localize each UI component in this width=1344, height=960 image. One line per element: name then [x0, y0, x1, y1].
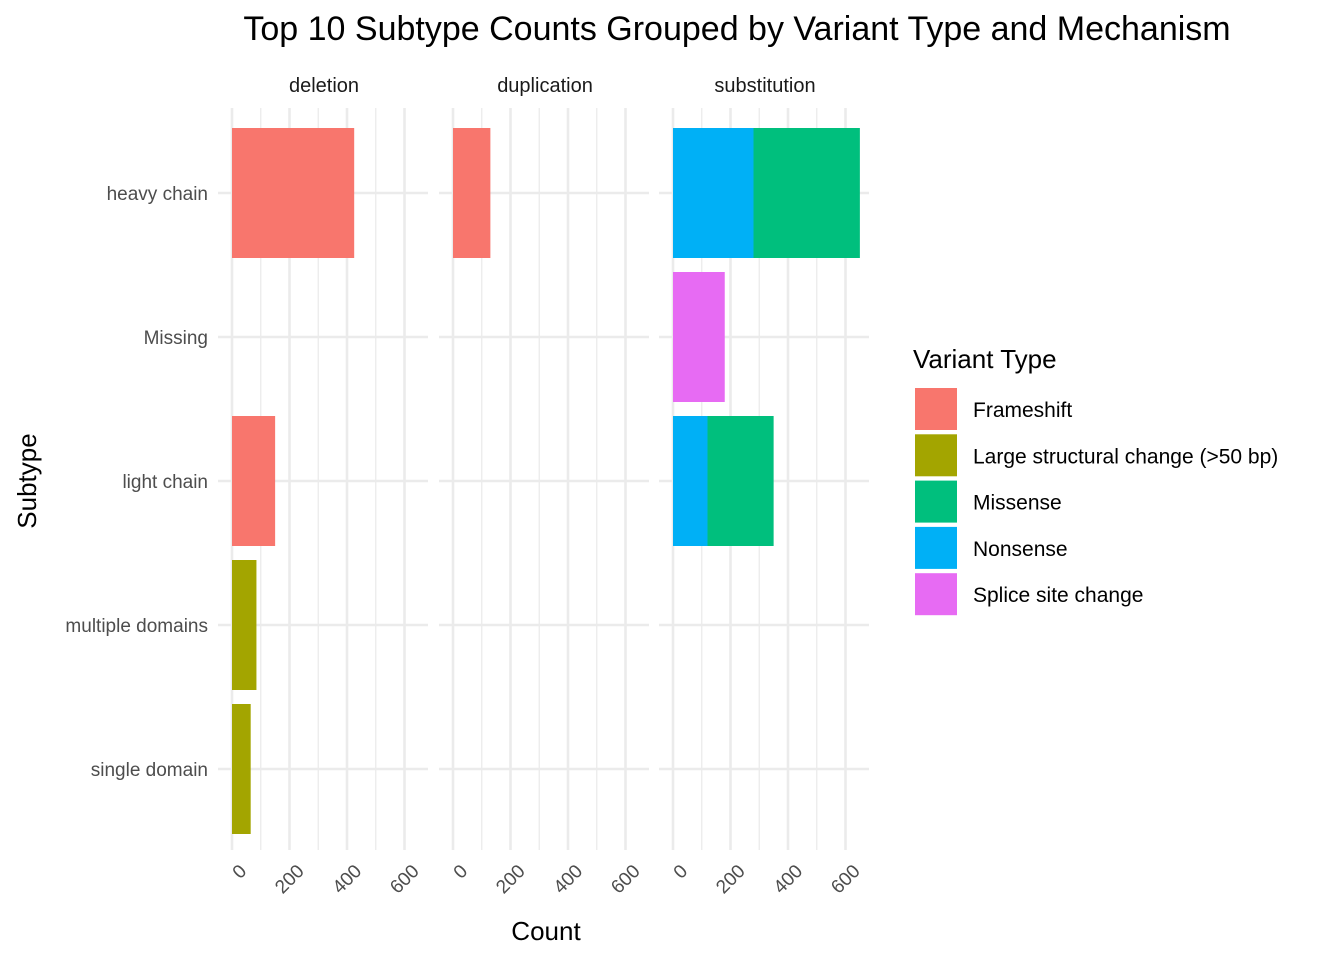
- legend-swatch-frameshift: [915, 388, 957, 430]
- y-tick-label-multiple-domains: multiple domains: [65, 616, 208, 637]
- legend-swatch-nonsense: [915, 526, 957, 569]
- legend-label-nonsense: Nonsense: [973, 538, 1068, 561]
- legend-item-nonsense: Nonsense: [915, 526, 1068, 569]
- bar-substitution-heavy-chain-missense: [753, 128, 860, 258]
- legend-swatch-splice-site-change: [915, 573, 957, 616]
- y-tick-label-light-chain: light chain: [122, 472, 208, 493]
- bar-duplication-heavy-chain-frameshift: [453, 128, 491, 258]
- bar-deletion-heavy-chain-frameshift: [232, 128, 355, 258]
- facet-panel-substitution: substitution 0 200 400 600: [659, 75, 869, 898]
- y-tick-label-heavy-chain: heavy chain: [107, 184, 208, 205]
- facet-label-duplication: duplication: [497, 75, 593, 97]
- legend-item-missense: Missense: [915, 480, 1062, 523]
- legend-label-frameshift: Frameshift: [973, 399, 1072, 422]
- legend-title: Variant Type: [913, 344, 1057, 374]
- x-tick-label-duplication-400: 400: [550, 861, 587, 898]
- x-tick-label-duplication-200: 200: [492, 861, 529, 898]
- facet-panel-duplication: duplication 0 200 400 600: [439, 75, 649, 898]
- y-tick-label-single-domain: single domain: [91, 760, 208, 781]
- legend-label-missense: Missense: [973, 492, 1062, 515]
- x-tick-label-deletion-600: 600: [386, 861, 423, 898]
- legend-item-large-structural-change-50-bp: Large structural change (>50 bp): [915, 434, 1278, 477]
- legend-swatch-missense: [915, 480, 957, 523]
- bar-substitution-light-chain-nonsense: [673, 416, 708, 546]
- bar-deletion-light-chain-frameshift: [232, 416, 276, 546]
- x-tick-label-substitution-200: 200: [712, 861, 749, 898]
- x-tick-label-deletion-0: 0: [229, 861, 251, 883]
- legend: Variant Type Frameshift Large structural …: [913, 344, 1278, 616]
- chart-title: Top 10 Subtype Counts Grouped by Variant…: [243, 10, 1230, 48]
- x-tick-label-duplication-600: 600: [607, 861, 644, 898]
- legend-items: Frameshift Large structural change (>50 b…: [915, 388, 1278, 616]
- facet-panel-deletion: deletion 0 200 400 600: [218, 75, 428, 898]
- y-tick-label-missing: Missing: [144, 328, 208, 349]
- y-axis-tick-labels: heavy chain Missing light chain multiple do…: [65, 184, 208, 781]
- x-tick-label-deletion-400: 400: [329, 861, 366, 898]
- x-tick-label-substitution-0: 0: [670, 861, 692, 883]
- x-axis-title: Count: [511, 916, 581, 946]
- y-axis-title: Subtype: [12, 433, 42, 528]
- bar-deletion-multiple-domains-large-structural-change-50-bp: [232, 560, 257, 690]
- bar-deletion-single-domain-large-structural-change-50-bp: [232, 704, 251, 834]
- bar-substitution-light-chain-missense: [707, 416, 774, 546]
- x-tick-label-substitution-400: 400: [770, 861, 807, 898]
- bar-substitution-heavy-chain-nonsense: [673, 128, 754, 258]
- bar-substitution-missing-splice-site-change: [673, 272, 725, 402]
- legend-swatch-large-structural-change-50-bp: [915, 434, 957, 477]
- legend-item-splice-site-change: Splice site change: [915, 573, 1143, 616]
- legend-label-large-structural-change-50-bp: Large structural change (>50 bp): [973, 445, 1278, 468]
- x-tick-label-deletion-200: 200: [271, 861, 308, 898]
- legend-item-frameshift: Frameshift: [915, 388, 1072, 430]
- facet-label-substitution: substitution: [714, 75, 815, 97]
- facet-label-deletion: deletion: [289, 75, 359, 97]
- x-tick-label-substitution-600: 600: [827, 861, 864, 898]
- x-tick-label-duplication-0: 0: [450, 861, 472, 883]
- legend-label-splice-site-change: Splice site change: [973, 584, 1143, 607]
